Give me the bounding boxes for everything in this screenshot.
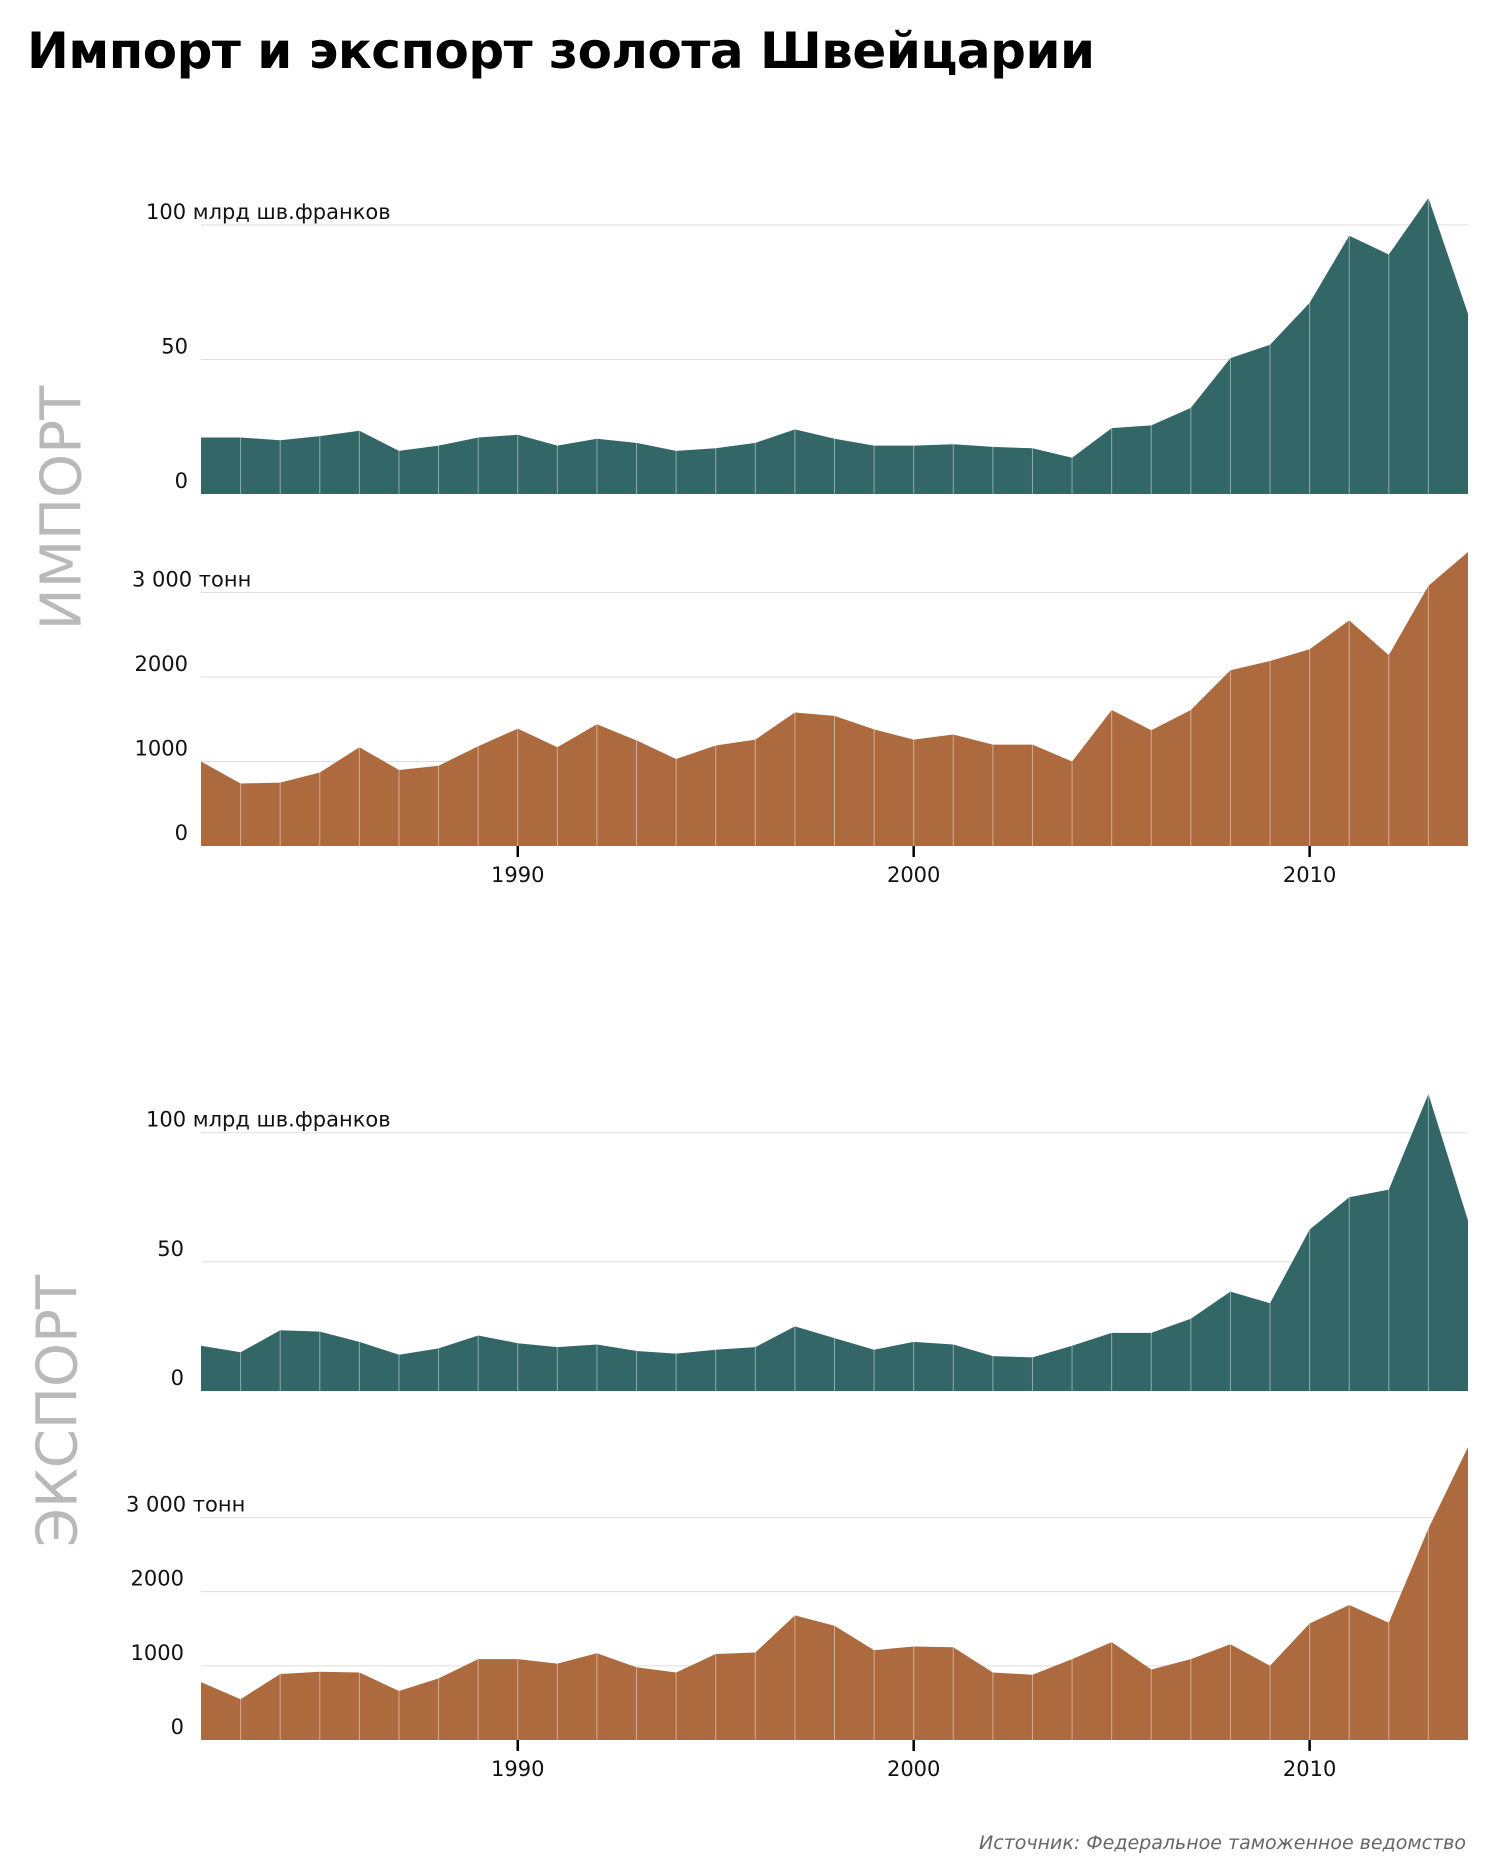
y-tick-label: 50	[161, 334, 188, 358]
chart-title: Импорт и экспорт золота Швейцарии	[27, 22, 1095, 80]
area-series	[201, 198, 1468, 494]
y-tick-label: 1000	[131, 1641, 184, 1665]
panel-ИМПОРТ-value: 0 50 100 млрд шв.франков	[146, 198, 1468, 494]
group-label: ИМПОРТ	[30, 385, 95, 630]
area-series	[201, 1447, 1468, 1740]
x-tick-label: 2010	[1283, 863, 1336, 887]
x-axis: 1990 2000 2010	[491, 846, 1336, 887]
y-tick-label: 0	[171, 1366, 184, 1390]
unit-tick-label: 3 000 тонн	[126, 1492, 245, 1516]
unit-tick-label: 100 млрд шв.франков	[146, 1108, 391, 1132]
unit-tick-label: 3 000 тонн	[132, 568, 251, 592]
y-tick-label: 1000	[135, 737, 188, 761]
x-tick-label: 2010	[1283, 1757, 1336, 1781]
x-tick-label: 1990	[491, 863, 544, 887]
area-series	[201, 552, 1468, 846]
y-tick-label: 2000	[135, 652, 188, 676]
y-tick-label: 0	[171, 1715, 184, 1739]
y-tick-label: 50	[157, 1237, 184, 1261]
x-tick-label: 2000	[887, 863, 940, 887]
panel-ЭКСПОРТ-value: 0 50 100 млрд шв.франков	[146, 1094, 1468, 1391]
x-tick-label: 1990	[491, 1757, 544, 1781]
source-note: Источник: Федеральное таможенное ведомст…	[979, 1832, 1466, 1854]
panel-ИМПОРТ-tonnes: 0 1000 2000 3 000 тонн	[132, 552, 1468, 846]
area-series	[201, 1094, 1468, 1391]
x-tick-label: 2000	[887, 1757, 940, 1781]
panel-ЭКСПОРТ-tonnes: 0 1000 2000 3 000 тонн	[126, 1447, 1468, 1740]
y-tick-label: 0	[175, 469, 188, 493]
group-label: ЭКСПОРТ	[26, 1274, 91, 1547]
x-axis: 1990 2000 2010	[491, 1740, 1336, 1781]
y-tick-label: 0	[175, 821, 188, 845]
y-tick-label: 2000	[131, 1567, 184, 1591]
unit-tick-label: 100 млрд шв.франков	[146, 200, 391, 224]
